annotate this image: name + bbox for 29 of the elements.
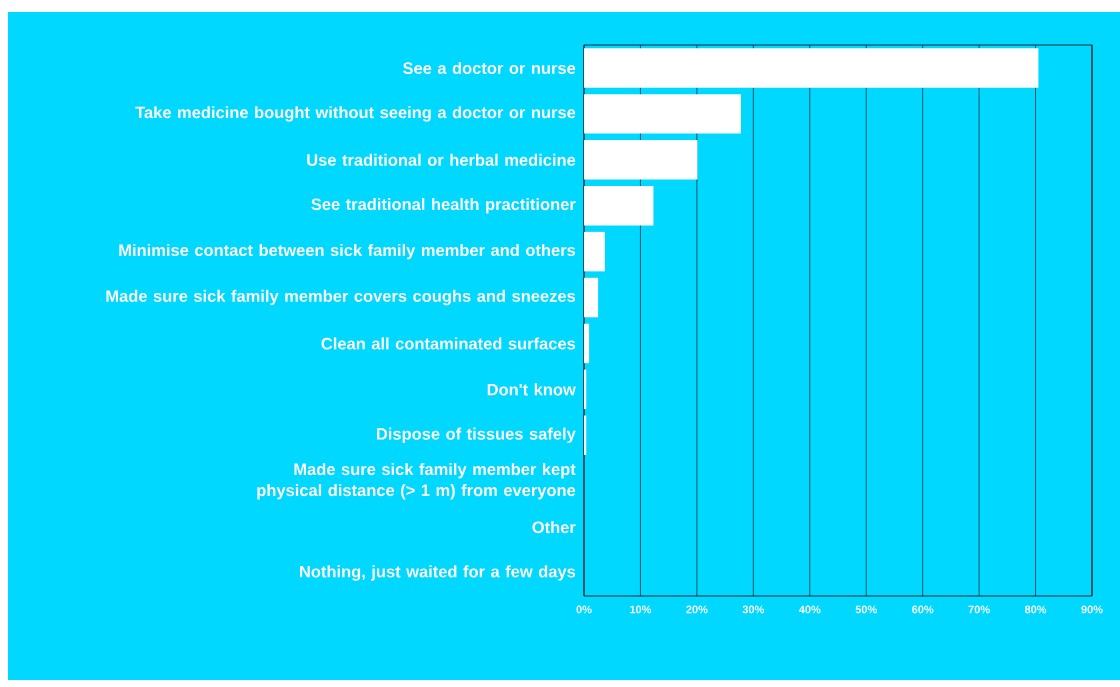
x-tick-label: 90% xyxy=(1081,605,1103,614)
y-tick-label: Don't know xyxy=(487,383,576,396)
y-tick-label: Nothing, just waited for a few days xyxy=(300,565,576,581)
bar xyxy=(584,94,741,134)
x-tick-label: 40% xyxy=(798,605,821,614)
y-tick-label: See a doctor or nurse xyxy=(402,61,576,75)
y-tick-label: Use traditional or herbal medicine xyxy=(307,153,576,166)
bar xyxy=(584,185,654,226)
y-tick-label: Made sure sick family member kept physical distance (> 1 m) from everyone xyxy=(257,463,576,500)
y-tick-label: Take medicine bought without seeing a doctor or nurse xyxy=(135,106,576,122)
y-tick-label: Clean all contaminated surfaces xyxy=(321,337,576,350)
y-tick-label: Other xyxy=(532,521,576,534)
x-tick-label: 60% xyxy=(912,605,934,614)
bar xyxy=(584,277,599,318)
x-tick-label: 0% xyxy=(576,605,592,614)
bar xyxy=(584,48,1039,88)
y-tick-label: Minimise contact between sick family member and others xyxy=(119,243,576,260)
y-tick-label: Made sure sick family member covers coughs and sneezes xyxy=(106,289,576,306)
x-tick-label: 20% xyxy=(686,605,708,614)
y-tick-label: See traditional health practitioner xyxy=(311,198,576,214)
x-tick-label: 50% xyxy=(855,605,877,614)
y-tick-label: Dispose of tissues safely xyxy=(377,427,576,443)
x-tick-label: 30% xyxy=(742,605,765,614)
x-tick-label: 70% xyxy=(968,605,990,614)
bar xyxy=(584,323,590,364)
x-tick-label: 10% xyxy=(630,605,652,614)
x-tick-label: 80% xyxy=(1024,605,1047,614)
bar xyxy=(584,140,698,180)
bar xyxy=(584,231,605,272)
